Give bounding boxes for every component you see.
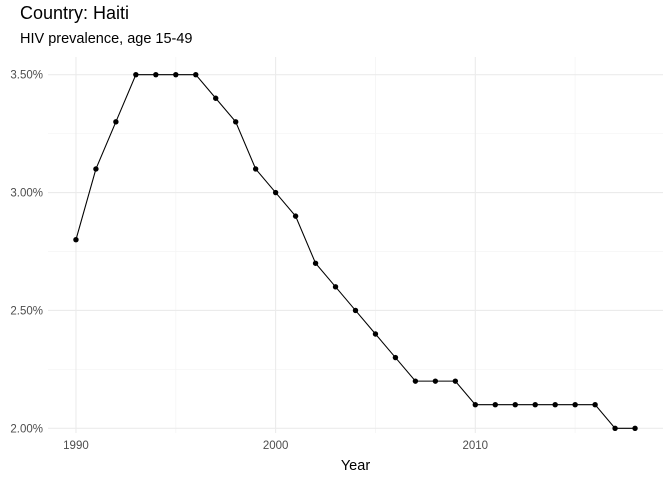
data-point bbox=[153, 71, 159, 78]
data-point bbox=[512, 402, 518, 408]
data-point bbox=[292, 213, 299, 219]
data-point bbox=[113, 119, 119, 125]
data-point bbox=[93, 166, 99, 172]
data-point bbox=[412, 378, 419, 384]
data-point bbox=[213, 95, 219, 101]
y-tick-label: 2.50% bbox=[10, 305, 43, 317]
data-point bbox=[332, 284, 339, 290]
y-tick-label: 3.00% bbox=[10, 188, 43, 200]
data-point bbox=[592, 402, 598, 408]
y-tick-label: 3.50% bbox=[10, 70, 43, 82]
x-axis-title: Year bbox=[341, 458, 370, 474]
data-point bbox=[73, 236, 79, 243]
data-points bbox=[73, 71, 638, 431]
x-tick-label: 2000 bbox=[263, 440, 289, 452]
data-point bbox=[552, 402, 558, 408]
y-tick-label: 2.00% bbox=[10, 423, 43, 435]
x-tick-label: 2010 bbox=[463, 440, 489, 452]
data-point bbox=[312, 260, 319, 266]
data-point bbox=[173, 71, 179, 78]
data-point bbox=[392, 354, 399, 361]
major-gridlines bbox=[48, 57, 663, 433]
x-tick-label: 1990 bbox=[63, 440, 89, 452]
data-point bbox=[492, 402, 498, 408]
data-point bbox=[572, 402, 578, 408]
chart-subtitle: HIV prevalence, age 15-49 bbox=[20, 31, 193, 47]
data-point bbox=[272, 189, 279, 196]
y-axis-tick-labels: 2.00% 2.50% 3.00% 3.50% bbox=[10, 70, 43, 436]
data-point bbox=[232, 119, 239, 125]
data-point bbox=[612, 425, 618, 431]
x-axis-tick-labels: 1990 2000 2010 bbox=[63, 440, 488, 452]
data-point bbox=[532, 402, 538, 408]
data-point bbox=[432, 378, 439, 384]
data-point bbox=[632, 425, 638, 431]
data-point bbox=[252, 166, 259, 172]
data-point bbox=[133, 71, 139, 78]
chart-title: Country: Haiti bbox=[20, 3, 130, 23]
minor-gridlines bbox=[48, 57, 663, 433]
data-point bbox=[193, 71, 199, 78]
data-point bbox=[452, 378, 459, 384]
data-point bbox=[372, 331, 379, 337]
data-point bbox=[472, 402, 479, 408]
data-point bbox=[352, 307, 359, 314]
